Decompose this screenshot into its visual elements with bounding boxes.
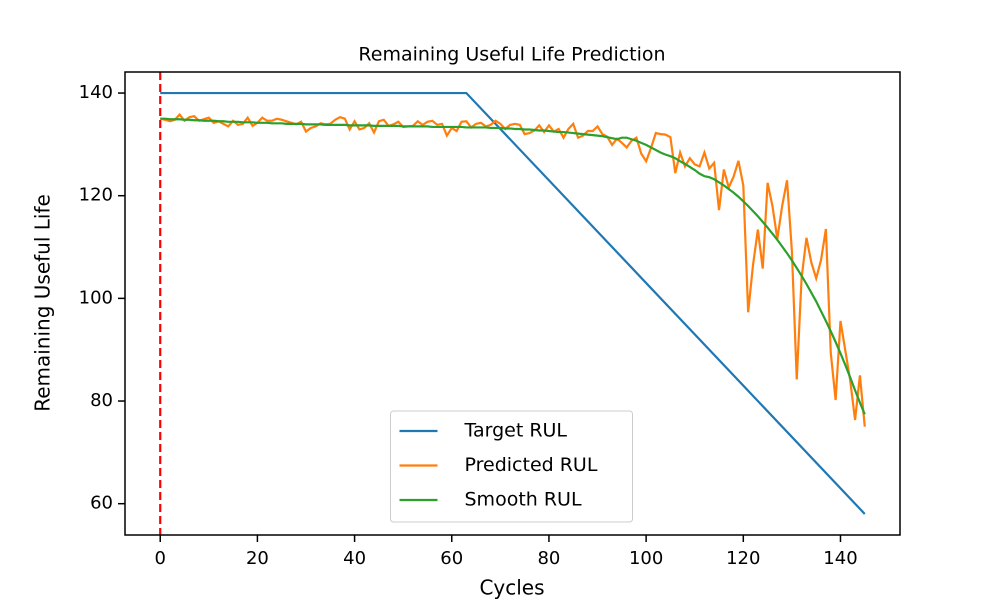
plot-frame: [124, 71, 901, 536]
y-tick-label: 100: [79, 287, 113, 308]
chart-title: Remaining Useful Life Prediction: [358, 44, 665, 66]
y-tick-label: 60: [90, 493, 113, 514]
x-tick-label: 20: [246, 548, 269, 569]
legend-label: Target RUL: [464, 420, 568, 442]
y-tick-label: 80: [90, 390, 113, 411]
legend-label: Smooth RUL: [465, 489, 582, 511]
y-axis-label: Remaining Useful Life: [31, 194, 55, 412]
series-line: [159, 112, 866, 427]
x-tick-label: 120: [726, 548, 760, 569]
x-tick-label: 0: [155, 548, 166, 569]
legend-label: Predicted RUL: [465, 454, 598, 476]
legend-box: [390, 410, 633, 523]
x-tick-label: 60: [440, 548, 463, 569]
series-line: [160, 91, 866, 515]
y-tick-label: 120: [79, 185, 113, 206]
x-tick-label: 140: [823, 548, 857, 569]
x-tick-label: 80: [537, 548, 560, 569]
y-tick-label: 140: [79, 82, 113, 103]
series-line: [160, 117, 866, 415]
x-axis-label: Cycles: [479, 576, 544, 600]
x-tick-label: 100: [629, 548, 663, 569]
x-tick-label: 40: [343, 548, 366, 569]
